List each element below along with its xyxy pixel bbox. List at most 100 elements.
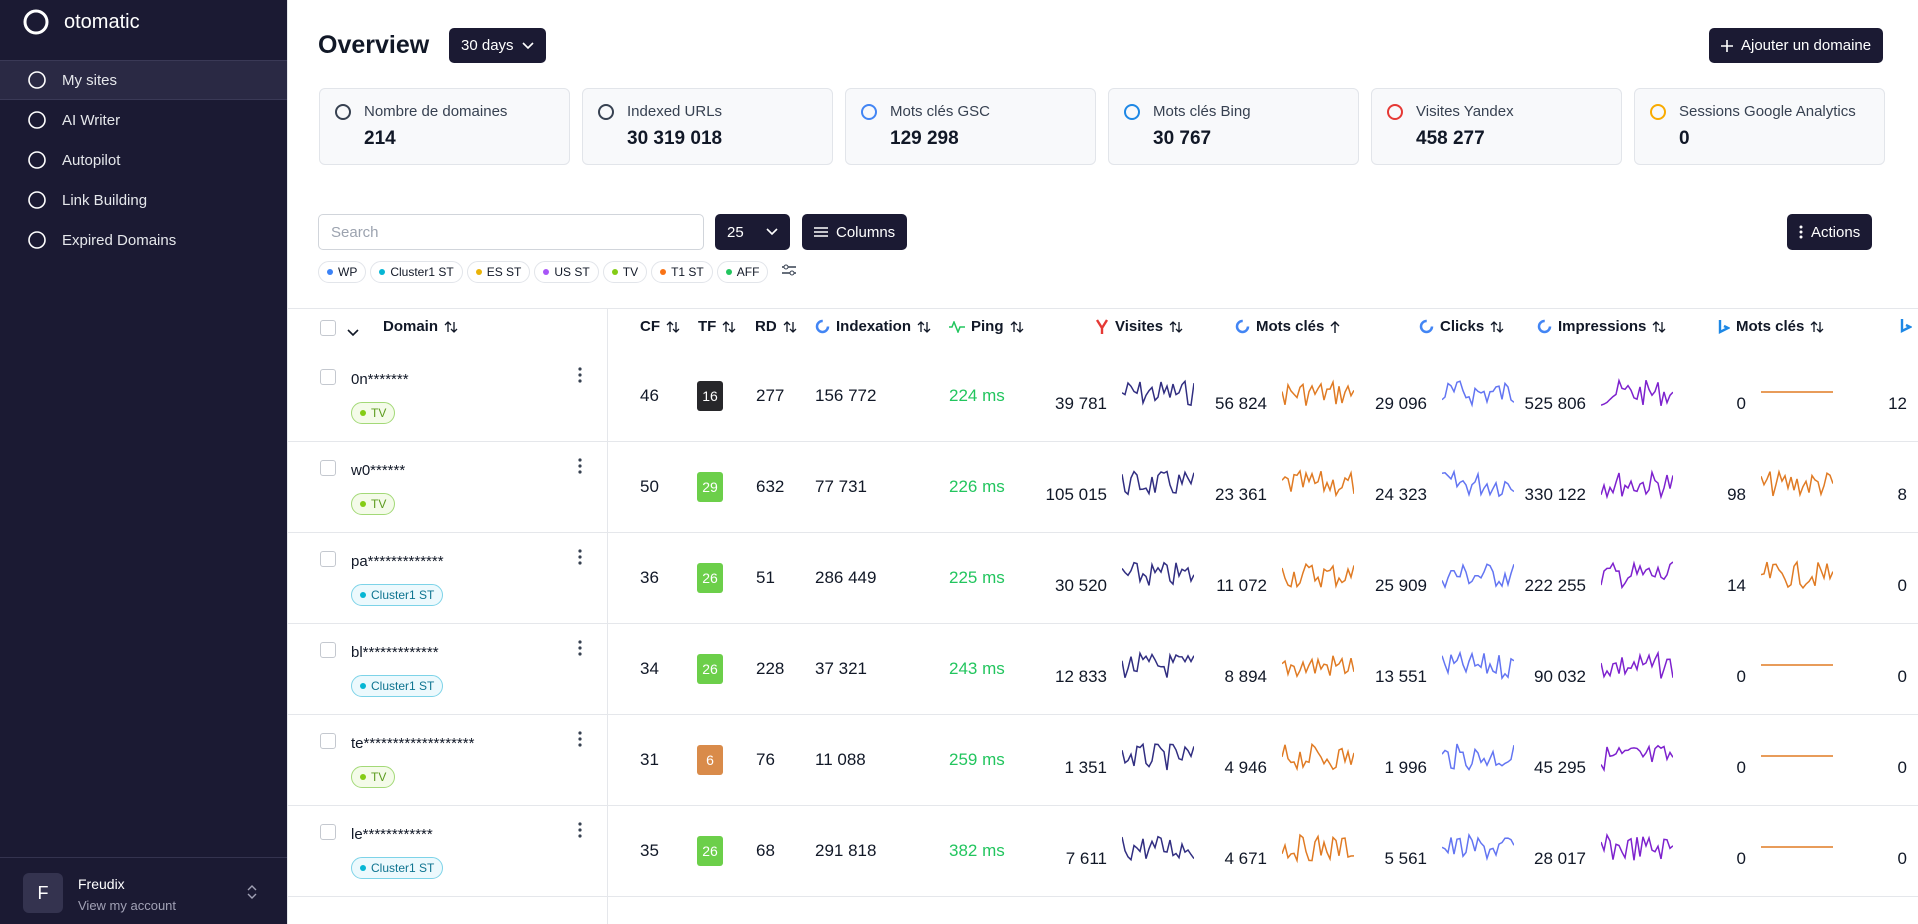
sparkline bbox=[1601, 377, 1673, 406]
impressions-value: 28 017 bbox=[1534, 849, 1586, 868]
column-header[interactable]: Mots clés bbox=[1718, 318, 1824, 335]
sparkline-path bbox=[1122, 650, 1194, 678]
nav-item[interactable]: Autopilot bbox=[0, 140, 287, 180]
columns-icon bbox=[814, 227, 828, 237]
tag-dot bbox=[360, 774, 366, 780]
ping-value: 243 ms bbox=[949, 659, 1005, 678]
filter-chip[interactable]: ES ST bbox=[466, 261, 531, 283]
cf-value: 50 bbox=[640, 477, 659, 496]
row-menu[interactable] bbox=[578, 731, 582, 752]
domain-tag: Cluster1 ST bbox=[351, 584, 444, 606]
stat-value: 214 bbox=[364, 128, 396, 149]
column-header[interactable]: TF bbox=[698, 318, 736, 335]
sparkline-path bbox=[1601, 377, 1673, 406]
domain-name[interactable]: bl************* bbox=[351, 644, 439, 661]
chip-label: T1 ST bbox=[671, 265, 704, 279]
row-checkbox[interactable] bbox=[320, 642, 336, 658]
select-menu[interactable] bbox=[347, 324, 359, 342]
nav-item[interactable]: My sites bbox=[0, 60, 287, 100]
select-all[interactable] bbox=[320, 320, 336, 336]
sparkline bbox=[1442, 650, 1514, 681]
domain-tag: Cluster1 ST bbox=[351, 857, 444, 879]
domain-name[interactable]: w0****** bbox=[351, 462, 406, 479]
search-input[interactable]: Search bbox=[318, 214, 704, 250]
cf-value: 36 bbox=[640, 568, 659, 587]
clicks-value: 25 909 bbox=[1375, 576, 1427, 595]
sidebar: otomatic My sites AI Writer Autopilot Link … bbox=[0, 0, 287, 924]
sparkline-path bbox=[1122, 470, 1194, 496]
sparkline bbox=[1761, 469, 1833, 498]
filter-chip[interactable]: WP bbox=[318, 261, 367, 283]
domain-name[interactable]: te******************* bbox=[351, 735, 475, 752]
domain-name[interactable]: le************ bbox=[351, 826, 433, 843]
google-icon bbox=[1419, 319, 1434, 334]
account-toggle[interactable] bbox=[247, 885, 257, 904]
impressions-value: 90 032 bbox=[1534, 667, 1586, 686]
period-select[interactable]: 30 days bbox=[449, 28, 546, 63]
ping-value: 226 ms bbox=[949, 477, 1005, 496]
column-header[interactable]: Ping bbox=[949, 318, 1024, 335]
indexation-value: 156 772 bbox=[815, 386, 877, 405]
page-size-select[interactable]: 25 bbox=[715, 214, 790, 250]
column-header-partial bbox=[1900, 318, 1913, 339]
user-name: Freudix bbox=[78, 876, 125, 892]
row-menu[interactable] bbox=[578, 458, 582, 479]
column-header[interactable]: RD bbox=[755, 318, 797, 335]
column-title: RD bbox=[755, 318, 777, 335]
brand-name: otomatic bbox=[64, 11, 140, 33]
row-checkbox[interactable] bbox=[320, 733, 336, 749]
visites-value: 105 015 bbox=[1045, 485, 1107, 504]
filter-chip[interactable]: T1 ST bbox=[651, 261, 713, 283]
stat-value: 458 277 bbox=[1416, 128, 1485, 149]
nav-item[interactable]: Link Building bbox=[0, 180, 287, 220]
filter-chip[interactable]: US ST bbox=[534, 261, 599, 283]
actions-button[interactable]: Actions bbox=[1787, 214, 1873, 250]
bing_mots_cles-value: 98 bbox=[1727, 485, 1746, 504]
column-title: Impressions bbox=[1558, 318, 1647, 335]
column-header[interactable]: Domain bbox=[383, 318, 458, 335]
nav-icon bbox=[28, 71, 46, 89]
domain-name[interactable]: pa************* bbox=[351, 553, 444, 570]
chip-label: Cluster1 ST bbox=[390, 265, 454, 279]
nav-icon bbox=[28, 111, 46, 129]
column-header[interactable]: Impressions bbox=[1537, 318, 1666, 335]
column-header[interactable]: Mots clés bbox=[1235, 318, 1340, 335]
clicks-value: 24 323 bbox=[1375, 485, 1427, 504]
row-checkbox[interactable] bbox=[320, 551, 336, 567]
nav-item[interactable]: Expired Domains bbox=[0, 220, 287, 260]
row-menu[interactable] bbox=[578, 640, 582, 661]
stat-card: Nombre de domaines 214 bbox=[319, 88, 570, 165]
tf-badge: 26 bbox=[697, 836, 723, 866]
ping-value: 225 ms bbox=[949, 568, 1005, 587]
sparkline-path bbox=[1122, 742, 1194, 771]
stat-card: Mots clés Bing 30 767 bbox=[1108, 88, 1359, 165]
account-link[interactable]: View my account bbox=[78, 898, 177, 913]
filter-chip[interactable]: Cluster1 ST bbox=[370, 261, 463, 283]
sparkline-path bbox=[1442, 832, 1514, 862]
row-checkbox[interactable] bbox=[320, 460, 336, 476]
column-header[interactable]: Indexation bbox=[815, 318, 931, 335]
nav-item[interactable]: AI Writer bbox=[0, 100, 287, 140]
row-menu[interactable] bbox=[578, 822, 582, 843]
add-domain-button[interactable]: Ajouter un domaine bbox=[1709, 28, 1884, 63]
column-header[interactable]: CF bbox=[640, 318, 680, 335]
filter-settings[interactable] bbox=[782, 263, 797, 281]
row-checkbox[interactable] bbox=[320, 369, 336, 385]
row-menu[interactable] bbox=[578, 367, 582, 388]
domain-name[interactable]: 0n******* bbox=[351, 371, 409, 388]
stat-icon bbox=[859, 102, 879, 127]
filter-chip[interactable]: AFF bbox=[716, 261, 769, 283]
plus-icon bbox=[1721, 39, 1733, 52]
filter-chip[interactable]: TV bbox=[602, 261, 648, 283]
row-checkbox[interactable] bbox=[320, 824, 336, 840]
sparkline bbox=[1282, 562, 1354, 589]
row-menu[interactable] bbox=[578, 549, 582, 570]
columns-button[interactable]: Columns bbox=[802, 214, 908, 250]
nav-label: My sites bbox=[62, 71, 118, 89]
next-column-value: 0 bbox=[1897, 849, 1907, 868]
column-header[interactable]: Clicks bbox=[1419, 318, 1504, 335]
stat-icon bbox=[1648, 102, 1668, 127]
sparkline-path bbox=[1282, 379, 1354, 406]
rd-value: 51 bbox=[756, 568, 775, 587]
column-header[interactable]: Visites bbox=[1095, 318, 1183, 335]
